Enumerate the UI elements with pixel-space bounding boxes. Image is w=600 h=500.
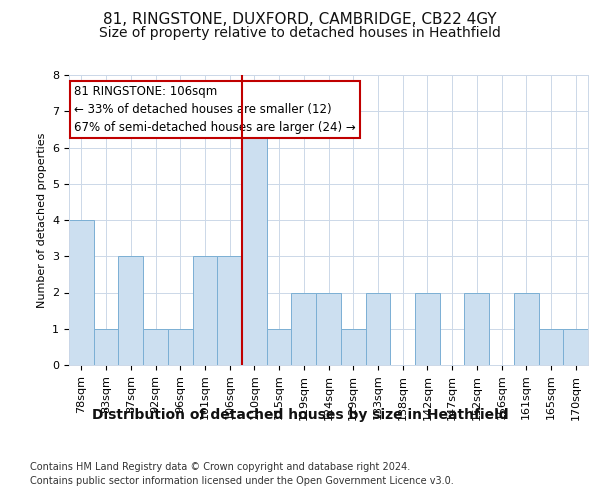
Bar — [69, 220, 94, 365]
Text: 81 RINGSTONE: 106sqm
← 33% of detached houses are smaller (12)
67% of semi-detac: 81 RINGSTONE: 106sqm ← 33% of detached h… — [74, 85, 356, 134]
Bar — [539, 329, 563, 365]
Text: Size of property relative to detached houses in Heathfield: Size of property relative to detached ho… — [99, 26, 501, 40]
Text: 81, RINGSTONE, DUXFORD, CAMBRIDGE, CB22 4GY: 81, RINGSTONE, DUXFORD, CAMBRIDGE, CB22 … — [103, 12, 497, 28]
Text: Contains HM Land Registry data © Crown copyright and database right 2024.: Contains HM Land Registry data © Crown c… — [30, 462, 410, 472]
Bar — [514, 292, 539, 365]
Bar — [292, 292, 316, 365]
Bar — [563, 329, 588, 365]
Bar — [464, 292, 489, 365]
Bar — [168, 329, 193, 365]
Bar — [415, 292, 440, 365]
Bar — [316, 292, 341, 365]
Text: Distribution of detached houses by size in Heathfield: Distribution of detached houses by size … — [92, 408, 508, 422]
Bar — [267, 329, 292, 365]
Bar — [118, 256, 143, 365]
Bar — [242, 112, 267, 365]
Bar — [217, 256, 242, 365]
Bar — [193, 256, 217, 365]
Text: Contains public sector information licensed under the Open Government Licence v3: Contains public sector information licen… — [30, 476, 454, 486]
Bar — [143, 329, 168, 365]
Bar — [341, 329, 365, 365]
Y-axis label: Number of detached properties: Number of detached properties — [37, 132, 47, 308]
Bar — [365, 292, 390, 365]
Bar — [94, 329, 118, 365]
